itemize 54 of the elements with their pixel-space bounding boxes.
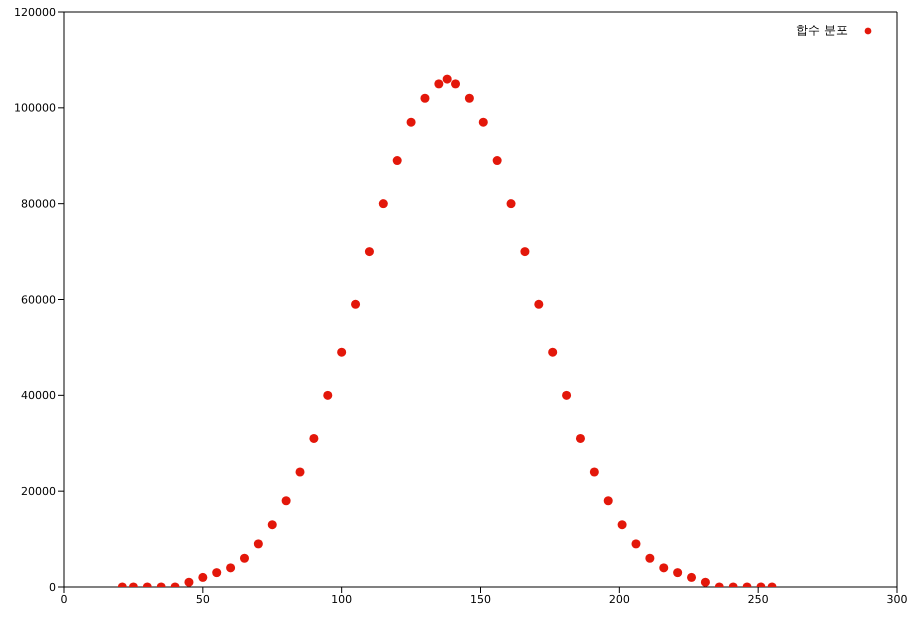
x-tick-label: 250 — [748, 592, 769, 606]
point — [618, 520, 627, 530]
point — [337, 348, 346, 357]
point — [364, 247, 374, 256]
point — [406, 118, 416, 127]
x-tick-label: 200 — [608, 592, 630, 606]
point — [645, 554, 654, 563]
point — [309, 434, 318, 443]
x-tick-label: 0 — [60, 592, 68, 606]
point — [576, 434, 585, 443]
point — [700, 578, 710, 587]
point — [282, 496, 291, 506]
point — [506, 199, 516, 208]
x-tick-label: 50 — [196, 592, 210, 606]
point — [604, 496, 613, 506]
x-tick-label: 300 — [886, 592, 908, 606]
point — [687, 572, 696, 582]
point — [478, 118, 488, 127]
point — [323, 390, 332, 400]
point — [631, 539, 641, 548]
point — [590, 467, 599, 477]
point — [434, 79, 444, 88]
point — [520, 247, 530, 256]
point — [420, 94, 430, 103]
x-tick-label: 150 — [470, 592, 491, 606]
point — [212, 568, 222, 578]
y-tick-label: 20000 — [21, 485, 56, 498]
point — [673, 568, 682, 578]
point — [659, 563, 668, 572]
y-tick-label: 40000 — [21, 389, 56, 402]
point — [296, 467, 305, 477]
point — [492, 156, 502, 166]
point — [268, 520, 277, 530]
point — [184, 578, 194, 587]
point — [378, 199, 388, 208]
y-tick-label: 120000 — [14, 6, 56, 19]
point — [254, 539, 263, 548]
x-tick-label: 100 — [331, 592, 352, 606]
point — [226, 563, 236, 572]
point — [450, 79, 460, 88]
point — [442, 74, 452, 84]
y-tick-label: 0 — [49, 580, 56, 594]
y-tick-label: 60000 — [21, 293, 56, 306]
point — [351, 300, 360, 309]
point — [198, 572, 208, 582]
point — [392, 156, 402, 166]
point — [562, 390, 572, 400]
point — [548, 348, 558, 357]
y-tick-label: 100000 — [14, 102, 56, 115]
point — [464, 94, 474, 103]
y-tick-label: 80000 — [21, 198, 56, 211]
point — [240, 554, 249, 563]
legend-label: 합수 분포 — [796, 22, 848, 39]
point — [534, 300, 544, 309]
